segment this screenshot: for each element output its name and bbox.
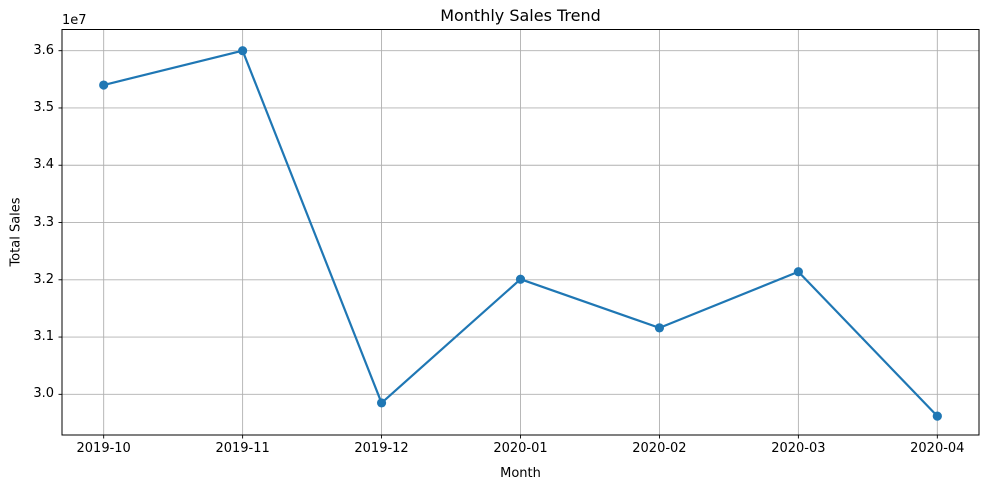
y-tick-label: 3.5 (33, 99, 54, 115)
x-tick-label: 2020-02 (632, 441, 687, 456)
data-point-marker (99, 80, 109, 90)
data-point-marker (654, 323, 665, 333)
y-tick-label: 3.0 (33, 386, 54, 402)
x-tick-label: 2019-10 (76, 441, 131, 456)
chart-title: Monthly Sales Trend (440, 6, 601, 25)
x-axis-label: Month (500, 466, 541, 481)
y-tick-label: 3.4 (33, 157, 54, 173)
y-tick-label: 3.6 (33, 42, 54, 58)
data-point-marker (515, 274, 526, 284)
x-tick-label: 2020-03 (771, 441, 826, 456)
y-axis-offset-text: 1e7 (62, 13, 87, 28)
x-tick-label: 2019-11 (215, 441, 270, 456)
data-point-marker (932, 411, 942, 421)
axes-spines (61, 29, 980, 436)
x-tick-label: 2020-01 (493, 441, 548, 456)
y-tick-label: 3.3 (33, 214, 54, 230)
x-tick-label: 2020-04 (910, 441, 965, 456)
y-tick-label: 3.1 (33, 329, 54, 345)
y-axis-label: Total Sales (8, 197, 24, 267)
data-point-marker (793, 267, 803, 277)
data-point-marker (238, 46, 248, 56)
y-tick-label: 3.2 (33, 271, 54, 287)
x-tick-label: 2019-12 (354, 441, 409, 456)
data-point-marker (376, 398, 387, 408)
